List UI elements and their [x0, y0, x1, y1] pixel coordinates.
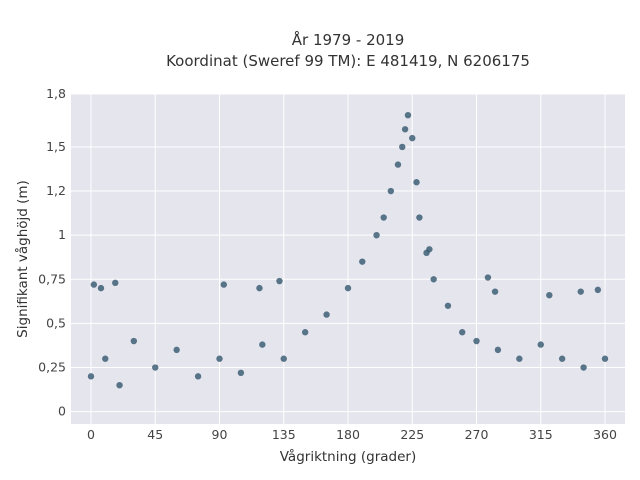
data-point — [577, 288, 584, 295]
data-point — [426, 246, 433, 253]
y-tick-label: 1 — [58, 227, 66, 242]
data-point — [558, 355, 566, 362]
y-axis-label: Signifikant våghöjd (m) — [14, 180, 31, 338]
data-point — [380, 214, 387, 221]
x-tick-label: 180 — [336, 427, 360, 442]
y-tick-label: 0,5 — [46, 315, 66, 330]
data-point — [473, 337, 480, 345]
data-point — [494, 346, 502, 354]
x-tick-label: 360 — [593, 427, 617, 442]
x-tick-label: 270 — [465, 427, 489, 442]
data-point — [373, 231, 380, 239]
y-tick-label: 1,8 — [46, 86, 66, 101]
data-point — [484, 274, 492, 281]
x-tick-label: 45 — [147, 427, 163, 442]
data-point — [416, 214, 423, 221]
y-axis-ticks: 0 0,25 0,5 0,75 1 1,2 1,5 1,8 — [38, 86, 66, 419]
data-point — [280, 355, 287, 362]
chart-title: År 1979 - 2019 — [292, 30, 405, 49]
data-point — [444, 302, 452, 309]
data-point — [401, 126, 409, 133]
data-point — [112, 279, 119, 287]
y-tick-label: 1,5 — [46, 139, 66, 154]
data-point — [276, 277, 283, 285]
x-axis-ticks: 0 45 90 135 180 225 270 315 360 — [87, 427, 617, 442]
x-tick-label: 135 — [272, 427, 296, 442]
y-tick-label: 0,25 — [38, 360, 66, 375]
data-point — [359, 258, 366, 265]
x-tick-label: 225 — [400, 427, 424, 442]
data-points — [87, 111, 609, 389]
data-point — [430, 276, 437, 283]
data-point — [130, 337, 138, 345]
data-point — [387, 187, 395, 195]
x-tick-label: 90 — [212, 427, 228, 442]
data-point — [344, 284, 352, 292]
data-point — [97, 284, 105, 292]
data-point — [173, 346, 180, 354]
chart-subtitle: Koordinat (Sweref 99 TM): E 481419, N 62… — [166, 52, 530, 70]
data-point — [87, 373, 95, 380]
data-point — [413, 179, 420, 186]
data-point — [404, 111, 412, 119]
data-point — [116, 381, 123, 389]
x-tick-label: 0 — [87, 427, 95, 442]
data-point — [409, 134, 416, 142]
data-point — [194, 373, 202, 380]
data-point — [102, 355, 109, 362]
data-point — [459, 329, 466, 336]
data-point — [152, 364, 159, 371]
data-point — [594, 286, 602, 294]
data-point — [220, 281, 227, 288]
x-axis-label: Vågriktning (grader) — [280, 448, 417, 465]
data-point — [259, 341, 266, 348]
data-point — [301, 329, 309, 336]
data-point — [90, 281, 98, 288]
data-point — [216, 355, 223, 362]
data-point — [256, 284, 263, 292]
data-point — [399, 143, 406, 151]
data-point — [516, 355, 523, 362]
y-tick-label: 1,2 — [46, 183, 66, 198]
data-point — [491, 288, 499, 295]
data-point — [537, 341, 544, 348]
gridlines — [71, 93, 625, 424]
data-point — [323, 311, 330, 318]
x-tick-label: 315 — [529, 427, 553, 442]
y-tick-label: 0,75 — [38, 271, 66, 286]
data-point — [546, 291, 553, 299]
data-point — [601, 355, 609, 362]
data-point — [394, 161, 402, 168]
y-tick-label: 0 — [58, 404, 66, 419]
data-point — [237, 369, 245, 377]
data-point — [580, 364, 587, 371]
